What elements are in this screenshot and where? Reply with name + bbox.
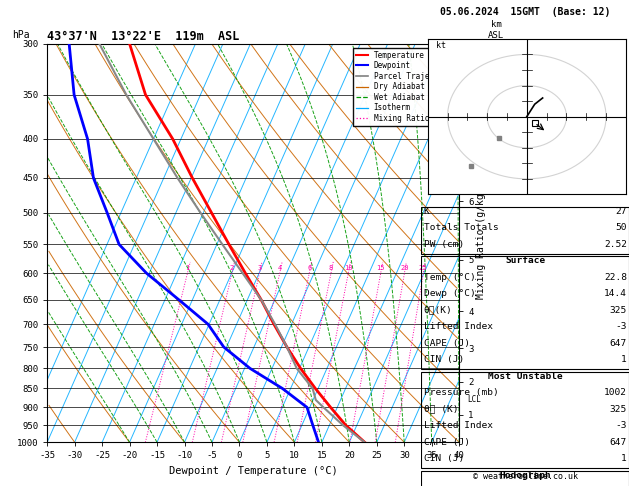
Text: 8: 8: [329, 265, 333, 271]
Text: 14.4: 14.4: [604, 289, 627, 298]
Text: Pressure (mb): Pressure (mb): [423, 388, 498, 397]
Text: 647: 647: [610, 339, 627, 347]
Text: 15: 15: [376, 265, 385, 271]
Bar: [421, 471, 629, 486]
Text: Dewp (°C): Dewp (°C): [423, 289, 476, 298]
Text: θᴄ (K): θᴄ (K): [423, 405, 458, 414]
Text: 647: 647: [610, 438, 627, 447]
Text: CIN (J): CIN (J): [423, 454, 464, 463]
Text: 20: 20: [400, 265, 409, 271]
Text: LCL: LCL: [467, 395, 481, 404]
Text: 3: 3: [257, 265, 262, 271]
Text: 50: 50: [615, 223, 627, 232]
Text: 27: 27: [615, 207, 627, 216]
Text: © weatheronline.co.uk: © weatheronline.co.uk: [473, 472, 577, 481]
Text: 4: 4: [277, 265, 282, 271]
Text: θᴄ(K): θᴄ(K): [423, 306, 452, 314]
Text: CAPE (J): CAPE (J): [423, 339, 469, 347]
Text: Lifted Index: Lifted Index: [423, 322, 493, 331]
Text: hPa: hPa: [12, 30, 30, 40]
Text: 1002: 1002: [604, 388, 627, 397]
Text: 25: 25: [419, 265, 428, 271]
Text: 10: 10: [344, 265, 352, 271]
Text: 43°37'N  13°22'E  119m  ASL: 43°37'N 13°22'E 119m ASL: [47, 30, 240, 43]
Text: kt: kt: [436, 41, 445, 50]
Text: Lifted Index: Lifted Index: [423, 421, 493, 430]
Bar: [421, 207, 629, 254]
Bar: [421, 372, 629, 469]
Text: CAPE (J): CAPE (J): [423, 438, 469, 447]
Text: Most Unstable: Most Unstable: [488, 372, 562, 381]
Text: Temp (°C): Temp (°C): [423, 273, 476, 281]
Legend: Temperature, Dewpoint, Parcel Trajectory, Dry Adiabat, Wet Adiabat, Isotherm, Mi: Temperature, Dewpoint, Parcel Trajectory…: [353, 48, 455, 126]
Text: Hodograph: Hodograph: [499, 471, 551, 480]
Text: -3: -3: [615, 322, 627, 331]
Bar: [421, 256, 629, 369]
X-axis label: Dewpoint / Temperature (°C): Dewpoint / Temperature (°C): [169, 466, 338, 476]
Text: 2: 2: [230, 265, 234, 271]
Text: Totals Totals: Totals Totals: [423, 223, 498, 232]
Text: 6: 6: [307, 265, 311, 271]
Text: 325: 325: [610, 306, 627, 314]
Text: 2.52: 2.52: [604, 240, 627, 249]
Text: -3: -3: [615, 421, 627, 430]
Text: 1: 1: [621, 355, 627, 364]
Text: PW (cm): PW (cm): [423, 240, 464, 249]
Text: 325: 325: [610, 405, 627, 414]
Text: CIN (J): CIN (J): [423, 355, 464, 364]
Text: 05.06.2024  15GMT  (Base: 12): 05.06.2024 15GMT (Base: 12): [440, 7, 610, 17]
Text: km
ASL: km ASL: [488, 20, 504, 40]
Y-axis label: Mixing Ratio (g/kg): Mixing Ratio (g/kg): [476, 187, 486, 299]
Text: 1: 1: [621, 454, 627, 463]
Text: 1: 1: [186, 265, 189, 271]
Text: K: K: [423, 207, 429, 216]
Text: 22.8: 22.8: [604, 273, 627, 281]
Text: Surface: Surface: [505, 256, 545, 265]
